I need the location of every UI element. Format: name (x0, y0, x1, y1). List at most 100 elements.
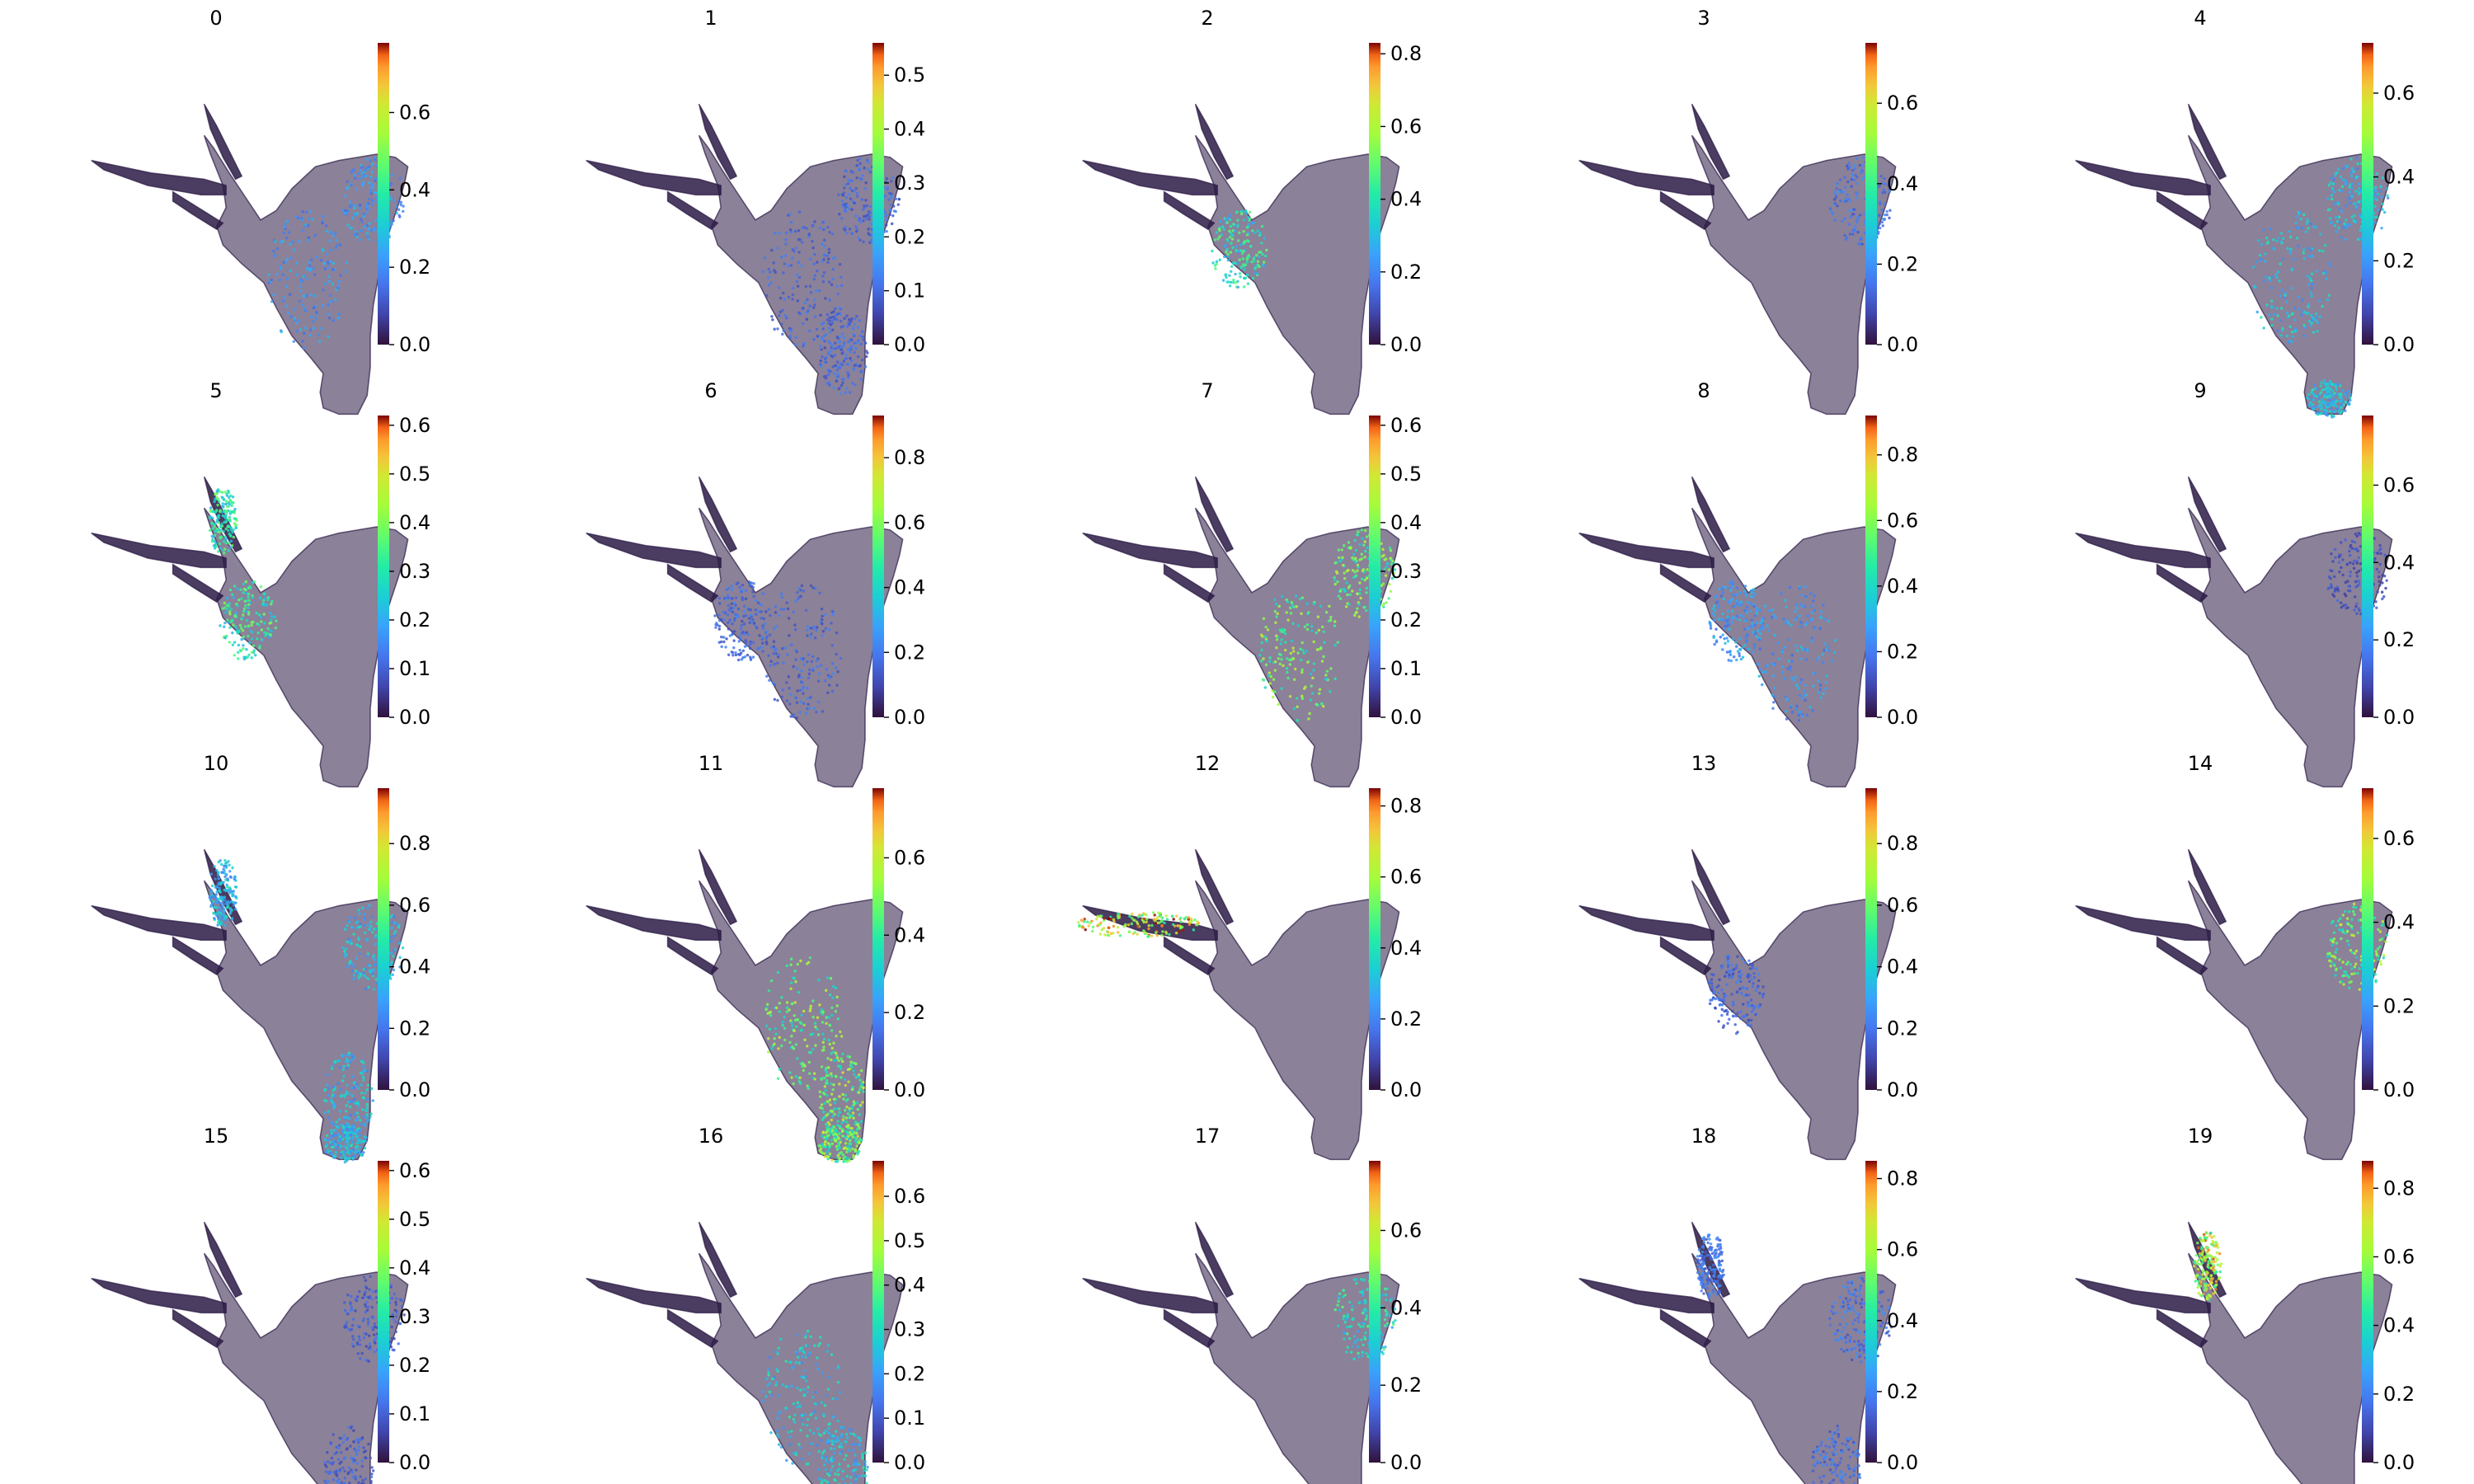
data-point (332, 1134, 336, 1137)
data-point (802, 306, 805, 310)
data-point (827, 373, 830, 377)
data-point (777, 1047, 780, 1050)
data-point (859, 369, 863, 373)
data-point (250, 637, 254, 641)
data-point (1324, 674, 1328, 677)
data-point (1772, 686, 1776, 690)
data-point (827, 683, 831, 687)
data-point (267, 281, 270, 284)
data-point (1790, 623, 1793, 627)
data-point (2354, 190, 2358, 193)
data-point (342, 1074, 346, 1078)
data-point (767, 267, 770, 271)
data-point (1713, 642, 1716, 646)
data-point (725, 637, 728, 641)
data-point (1260, 659, 1263, 663)
data-point (1351, 589, 1354, 593)
data-point (267, 273, 270, 277)
data-point (1228, 229, 1231, 232)
data-point (346, 180, 349, 183)
data-point (274, 626, 277, 630)
data-point (1800, 715, 1804, 718)
data-point (789, 220, 793, 224)
data-point (1878, 202, 1882, 205)
data-point (2324, 384, 2327, 387)
data-point (341, 1125, 345, 1129)
data-point (2356, 162, 2359, 166)
data-point (830, 1072, 833, 1075)
data-point (849, 1134, 853, 1137)
data-point (760, 646, 764, 649)
data-point (1106, 933, 1109, 937)
data-point (2339, 541, 2343, 544)
panel-title: 4 (2194, 7, 2206, 30)
data-point (367, 985, 370, 989)
data-point (369, 924, 373, 928)
data-point (1336, 641, 1340, 644)
data-point (1821, 652, 1824, 656)
data-point (767, 1050, 770, 1054)
data-point (248, 601, 252, 604)
data-point (848, 207, 851, 210)
data-point (1178, 924, 1183, 928)
data-point (1714, 594, 1718, 598)
data-point (888, 208, 892, 212)
data-point (853, 317, 857, 321)
data-point (1753, 592, 1757, 596)
data-point (2301, 298, 2304, 302)
data-point (1240, 252, 1244, 256)
data-point (1752, 604, 1756, 608)
data-point (754, 624, 758, 628)
data-point (1165, 918, 1169, 921)
data-point (865, 355, 868, 359)
data-point (830, 1082, 833, 1086)
data-point (732, 646, 736, 650)
data-point (2269, 304, 2274, 308)
data-point (832, 386, 835, 389)
data-point (839, 1064, 842, 1068)
data-point (1783, 677, 1786, 680)
data-point (1856, 182, 1859, 186)
data-point (839, 312, 842, 316)
data-point (344, 270, 348, 274)
data-point (227, 548, 230, 552)
data-point (1142, 917, 1146, 921)
data-point (1079, 918, 1084, 922)
data-point (219, 525, 223, 528)
data-point (360, 1059, 364, 1064)
data-point (2331, 402, 2335, 405)
data-point (1277, 652, 1282, 656)
data-point (275, 247, 280, 251)
data-point (231, 618, 234, 622)
data-point (1097, 923, 1101, 926)
data-point (820, 322, 824, 326)
data-point (842, 191, 846, 195)
data-point (821, 1131, 825, 1134)
data-point (1750, 978, 1753, 981)
embedding-body (698, 134, 904, 416)
data-point (1361, 537, 1364, 540)
data-point (209, 888, 213, 892)
data-point (1785, 697, 1789, 702)
data-point (292, 248, 296, 251)
data-point (1764, 670, 1767, 674)
data-point (1806, 614, 1809, 618)
data-point (1077, 921, 1080, 924)
data-point (798, 1082, 802, 1085)
data-point (849, 338, 853, 341)
data-point (840, 1035, 844, 1038)
data-point (2276, 329, 2279, 333)
data-point (355, 1148, 358, 1152)
data-point (802, 345, 805, 348)
data-point (819, 313, 822, 317)
data-point (1712, 996, 1715, 999)
data-point (219, 528, 223, 532)
data-point (807, 960, 811, 965)
data-point (228, 863, 231, 866)
data-point (345, 1104, 348, 1107)
data-point (834, 1129, 838, 1134)
data-point (794, 336, 798, 340)
data-point (369, 191, 373, 195)
embedding-arm (1082, 532, 1218, 569)
data-point (2335, 230, 2338, 233)
